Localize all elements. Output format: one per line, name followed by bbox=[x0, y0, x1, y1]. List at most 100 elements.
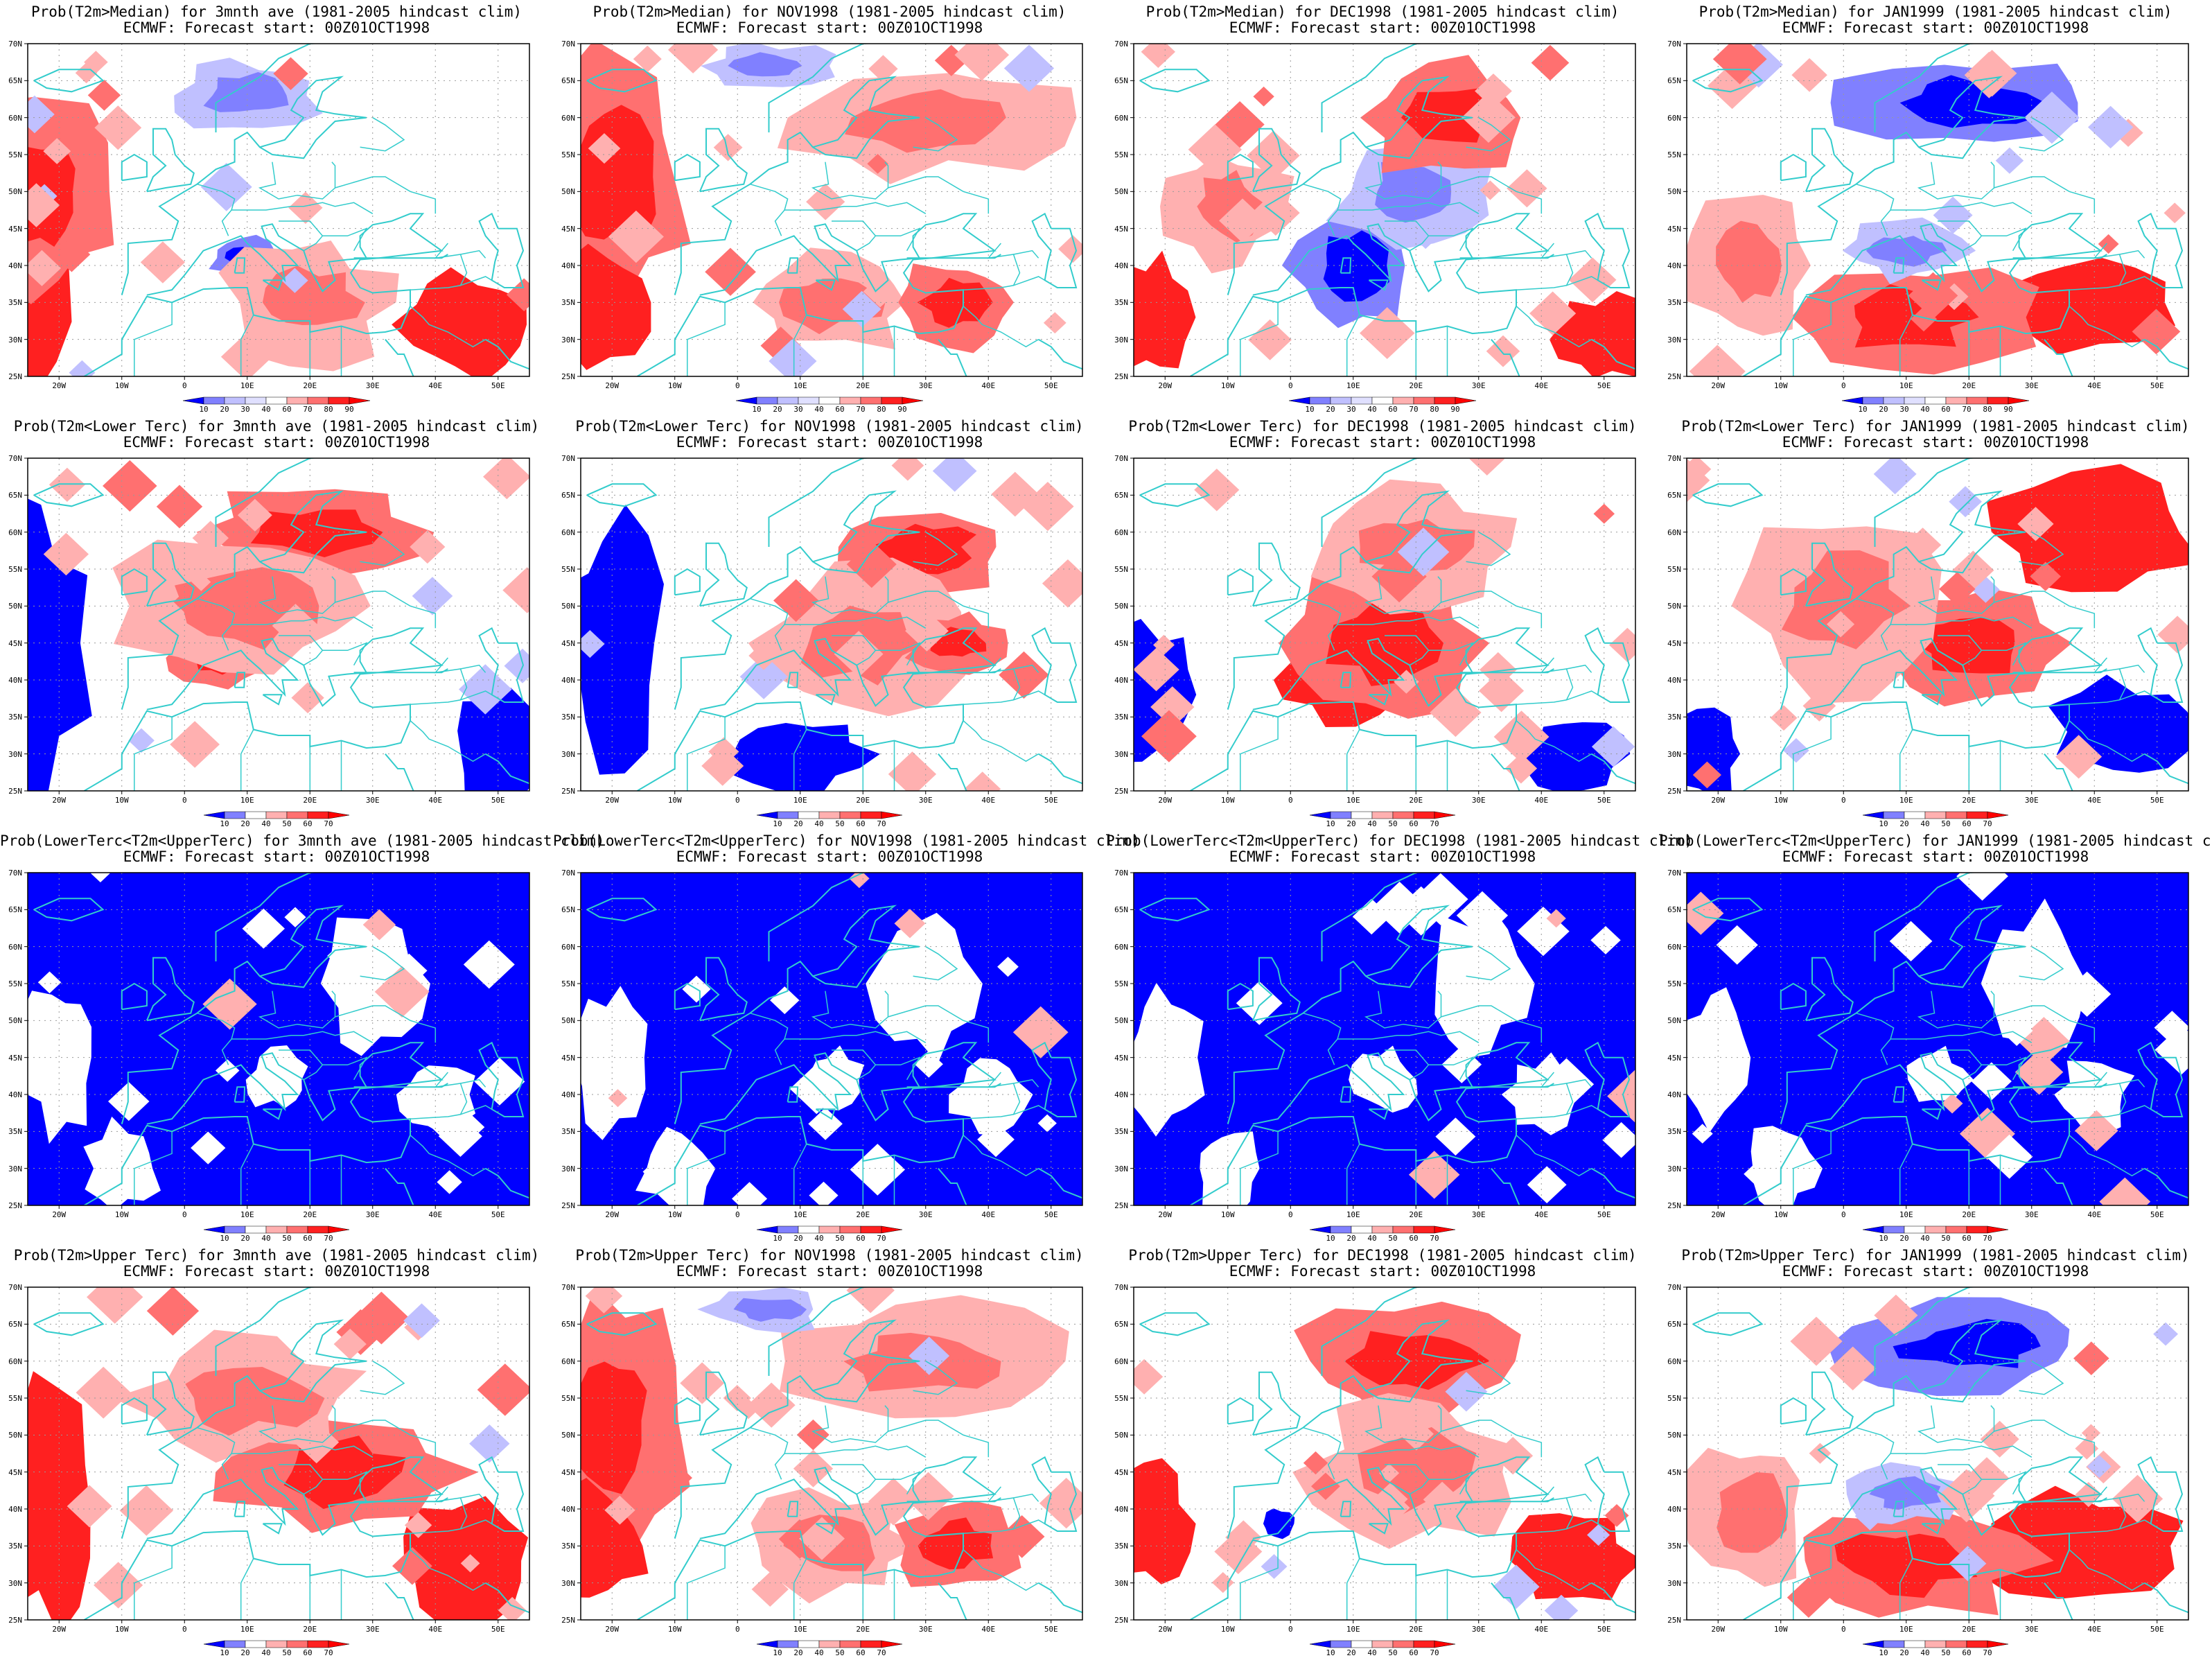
country-border bbox=[410, 657, 468, 705]
coastline bbox=[2012, 668, 2107, 674]
colorbar-cell bbox=[1904, 811, 1926, 819]
country-border bbox=[784, 1445, 927, 1458]
country-border bbox=[2119, 1079, 2145, 1088]
country-border bbox=[460, 1519, 493, 1530]
probability-patch bbox=[28, 183, 60, 227]
map-panel: Prob(LowerTerc<T2m<UpperTerc) for NOV199… bbox=[553, 829, 1140, 1244]
coastline bbox=[1805, 1371, 1854, 1436]
lat-tick-label: 55N bbox=[1114, 150, 1128, 159]
lon-tick-label: 0 bbox=[1288, 796, 1293, 805]
probability-patch bbox=[91, 873, 110, 882]
country-border bbox=[784, 1031, 927, 1043]
lat-tick-label: 40N bbox=[561, 261, 575, 270]
probability-patch bbox=[2088, 105, 2134, 149]
colorbar-label: 90 bbox=[897, 405, 907, 414]
panel-subtitle: ECMWF: Forecast start: 00Z01OCT1998 bbox=[1782, 19, 2089, 36]
coastline bbox=[1038, 338, 1082, 370]
coastline bbox=[146, 1371, 195, 1436]
lon-tick-label: 20E bbox=[1409, 1210, 1423, 1219]
probability-patch bbox=[2154, 1024, 2188, 1075]
map-panel: Prob(LowerTerc<T2m<UpperTerc) for JAN199… bbox=[1659, 829, 2212, 1244]
lon-tick-label: 10E bbox=[1346, 1625, 1360, 1634]
probability-patch bbox=[705, 247, 756, 296]
probability-patch bbox=[701, 746, 744, 786]
country-border bbox=[1337, 616, 1480, 629]
lat-tick-label: 50N bbox=[1114, 1431, 1128, 1440]
lat-tick-label: 70N bbox=[561, 40, 575, 49]
country-border bbox=[1428, 1056, 1474, 1081]
panel-subtitle: ECMWF: Forecast start: 00Z01OCT1998 bbox=[1229, 434, 1536, 451]
lat-tick-label: 40N bbox=[1667, 1090, 1681, 1099]
coastline bbox=[636, 627, 997, 791]
lon-tick-label: 40E bbox=[981, 381, 996, 390]
colorbar-label: 40 bbox=[814, 1234, 824, 1243]
probability-contour bbox=[866, 912, 983, 1064]
probability-patch bbox=[1904, 527, 1942, 563]
lat-tick-label: 50N bbox=[561, 1016, 575, 1026]
lon-tick-label: 10E bbox=[240, 796, 254, 805]
colorbar-label: 60 bbox=[1388, 405, 1398, 414]
probability-patch bbox=[1787, 1577, 1830, 1618]
lat-tick-label: 45N bbox=[1114, 1467, 1128, 1477]
coastline bbox=[2044, 1582, 2073, 1620]
probability-patch bbox=[2087, 1455, 2112, 1478]
map-canvas bbox=[24, 457, 530, 819]
colorbar-cell bbox=[818, 811, 841, 819]
country-border bbox=[1346, 315, 1360, 376]
probability-patch bbox=[2063, 971, 2112, 1017]
lon-tick-label: 50E bbox=[1597, 381, 1611, 390]
map-frame bbox=[1686, 457, 2189, 792]
probability-patch bbox=[1933, 196, 1973, 234]
country-border bbox=[2019, 946, 2064, 981]
colorbar-cell bbox=[1413, 1225, 1435, 1234]
country-border bbox=[1793, 717, 1832, 791]
coastline bbox=[1921, 279, 1942, 291]
lat-tick-label: 65N bbox=[561, 76, 575, 86]
probability-patch bbox=[1043, 312, 1066, 334]
probability-patch bbox=[894, 909, 926, 939]
lat-tick-label: 35N bbox=[8, 298, 22, 308]
lat-tick-label: 70N bbox=[8, 1283, 22, 1292]
map-canvas bbox=[577, 43, 1083, 405]
colorbar-cell bbox=[1945, 396, 1967, 405]
country-border bbox=[360, 117, 405, 152]
probability-patch bbox=[1941, 1093, 1963, 1114]
country-border bbox=[231, 202, 374, 214]
coastline bbox=[1692, 483, 1764, 507]
probability-patch bbox=[412, 577, 453, 616]
country-border bbox=[1566, 1519, 1599, 1530]
coastline bbox=[1459, 668, 1554, 674]
panel-title: Prob(T2m>Upper Terc) for 3mnth ave (1981… bbox=[13, 1247, 540, 1264]
panel-title: Prob(T2m>Median) for 3mnth ave (1981-200… bbox=[30, 3, 522, 20]
lon-tick-label: 10W bbox=[114, 796, 129, 805]
colorbar-cell bbox=[203, 396, 225, 405]
lon-tick-label: 50E bbox=[491, 796, 505, 805]
coastline bbox=[1139, 898, 1211, 922]
coastline bbox=[146, 957, 195, 1022]
map-frame bbox=[27, 1286, 530, 1621]
probability-patch bbox=[506, 278, 529, 312]
lon-tick-label: 20W bbox=[605, 796, 620, 805]
lat-tick-label: 65N bbox=[8, 491, 22, 500]
lon-tick-label: 10E bbox=[793, 1210, 807, 1219]
lat-tick-label: 55N bbox=[561, 150, 575, 159]
colorbar-cell bbox=[245, 1225, 267, 1234]
colorbar-cell bbox=[1966, 1640, 1988, 1648]
probability-patch bbox=[1790, 1316, 1843, 1366]
colorbar-label: 10 bbox=[1858, 405, 1868, 414]
lat-tick-label: 25N bbox=[561, 1616, 575, 1625]
country-border bbox=[1428, 642, 1474, 666]
country-border bbox=[2069, 1072, 2127, 1119]
probability-patch bbox=[751, 1571, 789, 1607]
lat-tick-label: 65N bbox=[1667, 76, 1681, 86]
colorbar-cell bbox=[1862, 1640, 1884, 1648]
lat-tick-label: 45N bbox=[561, 1053, 575, 1063]
lon-tick-label: 0 bbox=[182, 1625, 187, 1634]
country-border bbox=[2119, 690, 2152, 701]
coastline bbox=[1368, 1108, 1389, 1120]
colorbar-cell bbox=[881, 1225, 903, 1234]
coastline bbox=[1874, 44, 1978, 132]
coastline bbox=[938, 753, 967, 791]
colorbar-cell bbox=[307, 396, 329, 405]
country-border bbox=[888, 176, 990, 214]
